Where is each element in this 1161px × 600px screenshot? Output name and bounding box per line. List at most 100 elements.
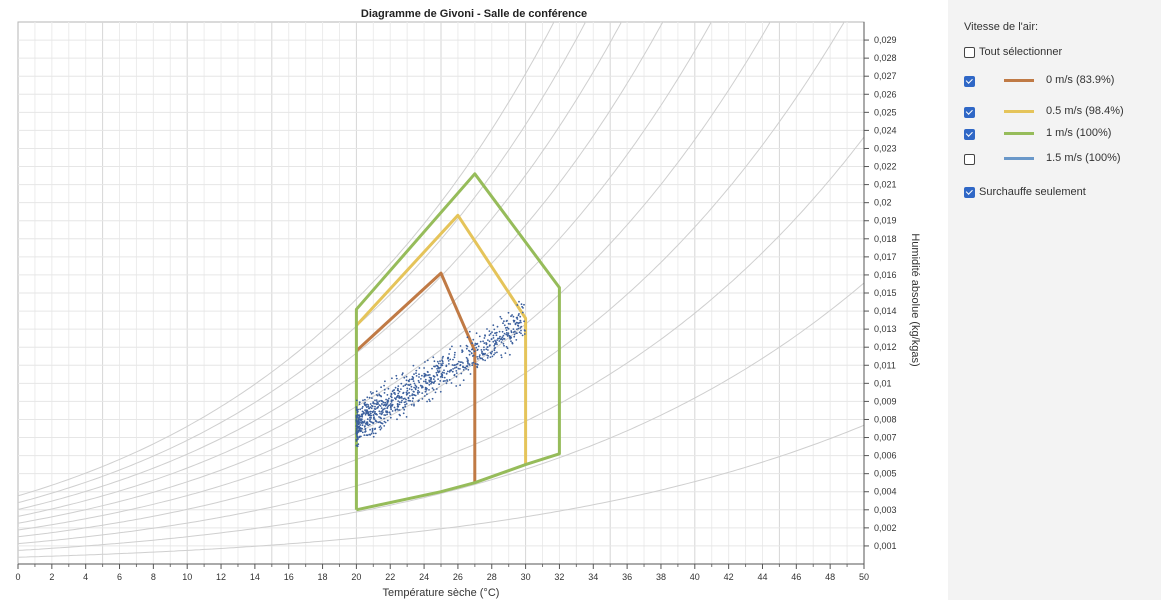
scatter-point — [437, 362, 440, 365]
scatter-point — [460, 372, 463, 375]
scatter-point — [459, 345, 462, 347]
scatter-point — [504, 327, 507, 329]
legend-item-1-checkbox[interactable] — [964, 106, 975, 118]
y-tick-label: 0,022 — [874, 162, 897, 172]
scatter-point — [377, 405, 380, 408]
scatter-point — [389, 403, 392, 405]
scatter-point — [507, 322, 510, 325]
scatter-point — [475, 346, 478, 349]
scatter-point — [519, 327, 522, 329]
scatter-point — [359, 424, 362, 426]
scatter-point — [374, 399, 376, 402]
scatter-point — [518, 321, 521, 324]
scatter-point — [469, 373, 472, 375]
scatter-point — [437, 366, 440, 369]
legend-item-2-row[interactable]: 1 m/s (100%) — [964, 126, 1154, 142]
scatter-point — [448, 379, 451, 381]
scatter-point — [481, 350, 483, 353]
scatter-point — [450, 382, 453, 384]
select-all-row[interactable]: Tout sélectionner — [964, 44, 1062, 60]
scatter-point — [355, 406, 358, 408]
scatter-point — [428, 374, 431, 376]
scatter-point — [409, 383, 412, 386]
scatter-point — [466, 345, 469, 348]
scatter-point — [483, 346, 485, 349]
scatter-point — [406, 389, 409, 392]
scatter-point — [494, 332, 496, 335]
select-all-checkbox[interactable] — [964, 46, 975, 58]
scatter-point — [457, 367, 460, 370]
scatter-point — [411, 375, 414, 378]
scatter-point — [376, 407, 378, 409]
scatter-point — [406, 387, 409, 390]
scatter-point — [386, 411, 389, 414]
x-tick-label: 40 — [690, 572, 700, 582]
y-tick-label: 0,01 — [874, 378, 892, 388]
scatter-point — [417, 389, 419, 392]
overheat-only-checkbox[interactable] — [964, 186, 975, 198]
scatter-point — [447, 360, 450, 362]
scatter-point — [462, 369, 465, 371]
scatter-point — [360, 421, 363, 424]
scatter-point — [393, 406, 396, 409]
scatter-point — [436, 370, 439, 372]
comfort-zone-0 — [355, 271, 477, 483]
scatter-point — [374, 405, 376, 408]
scatter-point — [364, 430, 367, 433]
scatter-point — [441, 357, 444, 359]
scatter-point — [392, 389, 395, 392]
scatter-point — [368, 420, 371, 422]
legend-item-3-row[interactable]: 1.5 m/s (100%) — [964, 151, 1154, 167]
y-tick-label: 0,021 — [874, 180, 897, 190]
scatter-point — [435, 371, 438, 374]
scatter-point — [370, 432, 373, 435]
scatter-point — [520, 321, 522, 324]
scatter-point — [375, 390, 378, 393]
scatter-point — [413, 394, 416, 396]
scatter-point — [442, 355, 444, 358]
scatter-point — [448, 363, 450, 365]
scatter-point — [390, 392, 393, 395]
scatter-point — [436, 360, 439, 363]
scatter-point — [459, 364, 462, 366]
scatter-point — [371, 429, 374, 432]
scatter-point — [403, 408, 406, 411]
scatter-point — [443, 372, 445, 374]
scatter-point — [362, 399, 364, 402]
scatter-point — [396, 396, 398, 398]
scatter-point — [379, 395, 382, 397]
scatter-point — [375, 399, 378, 401]
scatter-point — [433, 360, 436, 363]
scatter-point — [424, 380, 427, 383]
scatter-point — [356, 410, 359, 413]
scatter-point — [451, 370, 454, 373]
legend-item-2-checkbox[interactable] — [964, 128, 975, 140]
scatter-point — [421, 392, 424, 394]
legend-item-1-row[interactable]: 0.5 m/s (98.4%) — [964, 104, 1154, 120]
scatter-point — [376, 401, 379, 404]
legend-item-0-checkbox[interactable] — [964, 75, 975, 87]
scatter-point — [417, 393, 419, 395]
scatter-point — [471, 348, 474, 351]
scatter-point — [415, 369, 418, 372]
scatter-point — [523, 320, 525, 323]
scatter-point — [515, 339, 518, 341]
scatter-point — [435, 364, 438, 367]
scatter-point — [379, 412, 381, 415]
scatter-point — [365, 434, 368, 436]
scatter-point — [512, 331, 515, 333]
x-tick-label: 12 — [216, 572, 226, 582]
scatter-point — [496, 325, 499, 328]
scatter-point — [467, 368, 470, 371]
legend-item-0-row[interactable]: 0 m/s (83.9%) — [964, 73, 1154, 89]
scatter-point — [482, 358, 484, 361]
scatter-point — [404, 405, 407, 408]
scatter-point — [363, 425, 366, 428]
scatter-point — [516, 316, 519, 319]
overheat-only-row[interactable]: Surchauffe seulement — [964, 184, 1086, 200]
x-axis-label: Température sèche (°C) — [383, 587, 500, 599]
legend-item-3-checkbox[interactable] — [964, 153, 975, 165]
scatter-point — [415, 375, 418, 377]
y-tick-label: 0,027 — [874, 71, 897, 81]
scatter-point — [477, 345, 480, 348]
